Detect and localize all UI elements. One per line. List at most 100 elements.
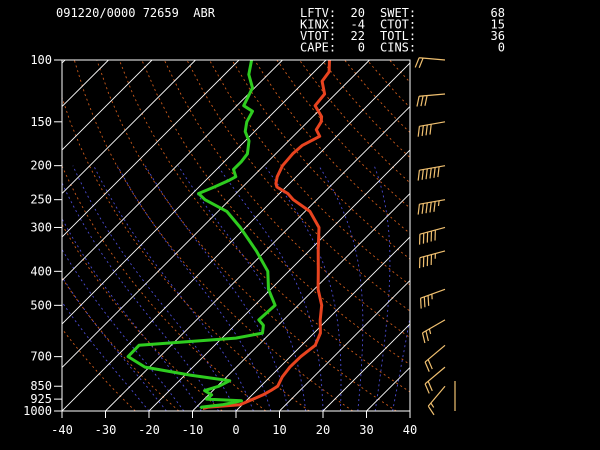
dry-adiabat-line xyxy=(389,60,410,83)
temperature-tick-label: 20 xyxy=(316,423,330,437)
wind-barb-feather xyxy=(417,204,420,215)
wind-barb xyxy=(416,93,446,107)
dry-adiabat-line xyxy=(62,96,310,411)
wind-barb-feather xyxy=(424,383,430,394)
index-value: 22 xyxy=(351,29,365,43)
isotherm-line xyxy=(62,60,153,151)
wind-barb-feather xyxy=(427,405,435,416)
dry-adiabat-line xyxy=(366,60,410,109)
wind-barb-feather xyxy=(419,298,422,309)
dry-adiabat-line xyxy=(141,60,410,366)
isotherms xyxy=(62,60,410,411)
pressure-tick-label: 200 xyxy=(30,159,52,173)
dry-adiabat-line xyxy=(209,60,410,286)
isotherm-line xyxy=(62,60,370,369)
station-line: 091220/0000 72659 ABR xyxy=(56,6,216,20)
moist-adiabat-line xyxy=(318,165,364,411)
wind-barb-staff xyxy=(422,319,446,334)
wind-barb-half-feather xyxy=(437,200,440,206)
wind-barb-feather xyxy=(427,381,433,392)
dry-adiabat-line xyxy=(118,60,410,393)
wind-barb-staff xyxy=(420,288,446,299)
wind-barb-feather xyxy=(429,124,432,135)
wind-barb-feather xyxy=(417,170,420,181)
dry-adiabat-line xyxy=(62,277,180,411)
wind-barb-feather xyxy=(424,95,428,106)
isotherm-line xyxy=(148,149,410,411)
wind-barb-staff xyxy=(419,57,446,61)
index-label: CTOT: xyxy=(380,18,416,32)
temperature-tick-label: -10 xyxy=(182,423,204,437)
wind-barb-feather xyxy=(416,96,420,107)
pressure-tick-label: 400 xyxy=(30,264,52,278)
pressure-tick-label: 250 xyxy=(30,193,52,207)
isotherm-line xyxy=(322,323,410,411)
isotherm-line xyxy=(279,279,410,411)
wind-barb-feather xyxy=(429,168,432,179)
dry-adiabats xyxy=(62,60,600,411)
wind-barb-feather xyxy=(418,57,424,69)
dry-adiabat-line xyxy=(96,60,397,411)
wind-barb-half-feather xyxy=(430,402,435,408)
wind-barb xyxy=(421,319,446,344)
wind-barb-feather xyxy=(437,166,440,178)
wind-barb xyxy=(424,366,446,394)
pressure-tick-label: 300 xyxy=(30,220,52,234)
isotherm-line xyxy=(105,105,410,411)
moist-adiabat-line xyxy=(117,165,272,411)
temperature-tick-label: -40 xyxy=(51,423,73,437)
pressure-tick-label: 1000 xyxy=(23,404,52,418)
wind-barb-column xyxy=(414,57,456,416)
isotherm-line xyxy=(62,60,283,282)
isotherm-line xyxy=(235,236,410,411)
index-value: 0 xyxy=(498,41,505,55)
wind-barb xyxy=(419,288,446,309)
wind-barb-half-feather xyxy=(428,328,432,335)
wind-barb-staff xyxy=(419,199,446,205)
header: 091220/0000 72659 ABR LFTV: 20 SWET: 68 KINX… xyxy=(56,6,505,55)
temperature-profile-line xyxy=(202,60,331,410)
temperature-tick-label: -30 xyxy=(95,423,117,437)
wind-barb-feather xyxy=(421,125,424,137)
pressure-tick-label: 150 xyxy=(30,115,52,129)
pressure-tick-label: 925 xyxy=(30,392,52,406)
index-value: 20 xyxy=(351,6,365,20)
dry-adiabat-line xyxy=(276,60,410,209)
wind-barb-feather xyxy=(425,202,428,214)
index-table: LFTV: 20 SWET: 68 KINX: -4 CTOT: 15 VTOT: 22 TOTL:… xyxy=(300,6,505,55)
pressure-tick-label: 100 xyxy=(30,53,52,67)
index-label: LFTV: xyxy=(300,6,336,20)
wind-barb-staff xyxy=(424,366,446,385)
wind-barb xyxy=(417,121,446,137)
moist-adiabat-line xyxy=(144,165,289,411)
index-label: CAPE: xyxy=(300,41,336,55)
index-label: KINX: xyxy=(300,18,336,32)
wind-barb xyxy=(418,226,446,245)
temperature-tick-label: 40 xyxy=(403,423,417,437)
index-value: -4 xyxy=(351,18,365,32)
profiles xyxy=(126,60,331,410)
wind-barb-feather xyxy=(421,203,424,214)
dry-adiabat-line xyxy=(163,60,410,339)
dry-adiabat-line xyxy=(231,60,410,260)
moist-adiabat-line xyxy=(62,276,167,411)
dry-adiabat-line xyxy=(299,60,410,184)
dry-adiabat-line xyxy=(62,223,223,411)
pressure-tick-label: 850 xyxy=(30,379,52,393)
index-label: CINS: xyxy=(380,41,416,55)
index-label: TOTL: xyxy=(380,29,416,43)
wind-barb-feather xyxy=(424,361,430,372)
wind-barb-staff xyxy=(419,93,446,97)
wind-barb-feather xyxy=(421,169,424,180)
isotherm-line xyxy=(62,60,196,195)
wind-barb xyxy=(414,57,446,69)
dry-adiabat-line xyxy=(480,60,600,411)
moist-adiabat-line xyxy=(373,165,391,411)
isotherm-line xyxy=(62,60,109,108)
wind-barb-feather xyxy=(421,332,426,344)
dry-adiabat-line xyxy=(435,60,600,411)
wind-barb-staff xyxy=(419,121,446,127)
dry-adiabat-line xyxy=(457,60,600,411)
wind-barb xyxy=(427,385,446,416)
